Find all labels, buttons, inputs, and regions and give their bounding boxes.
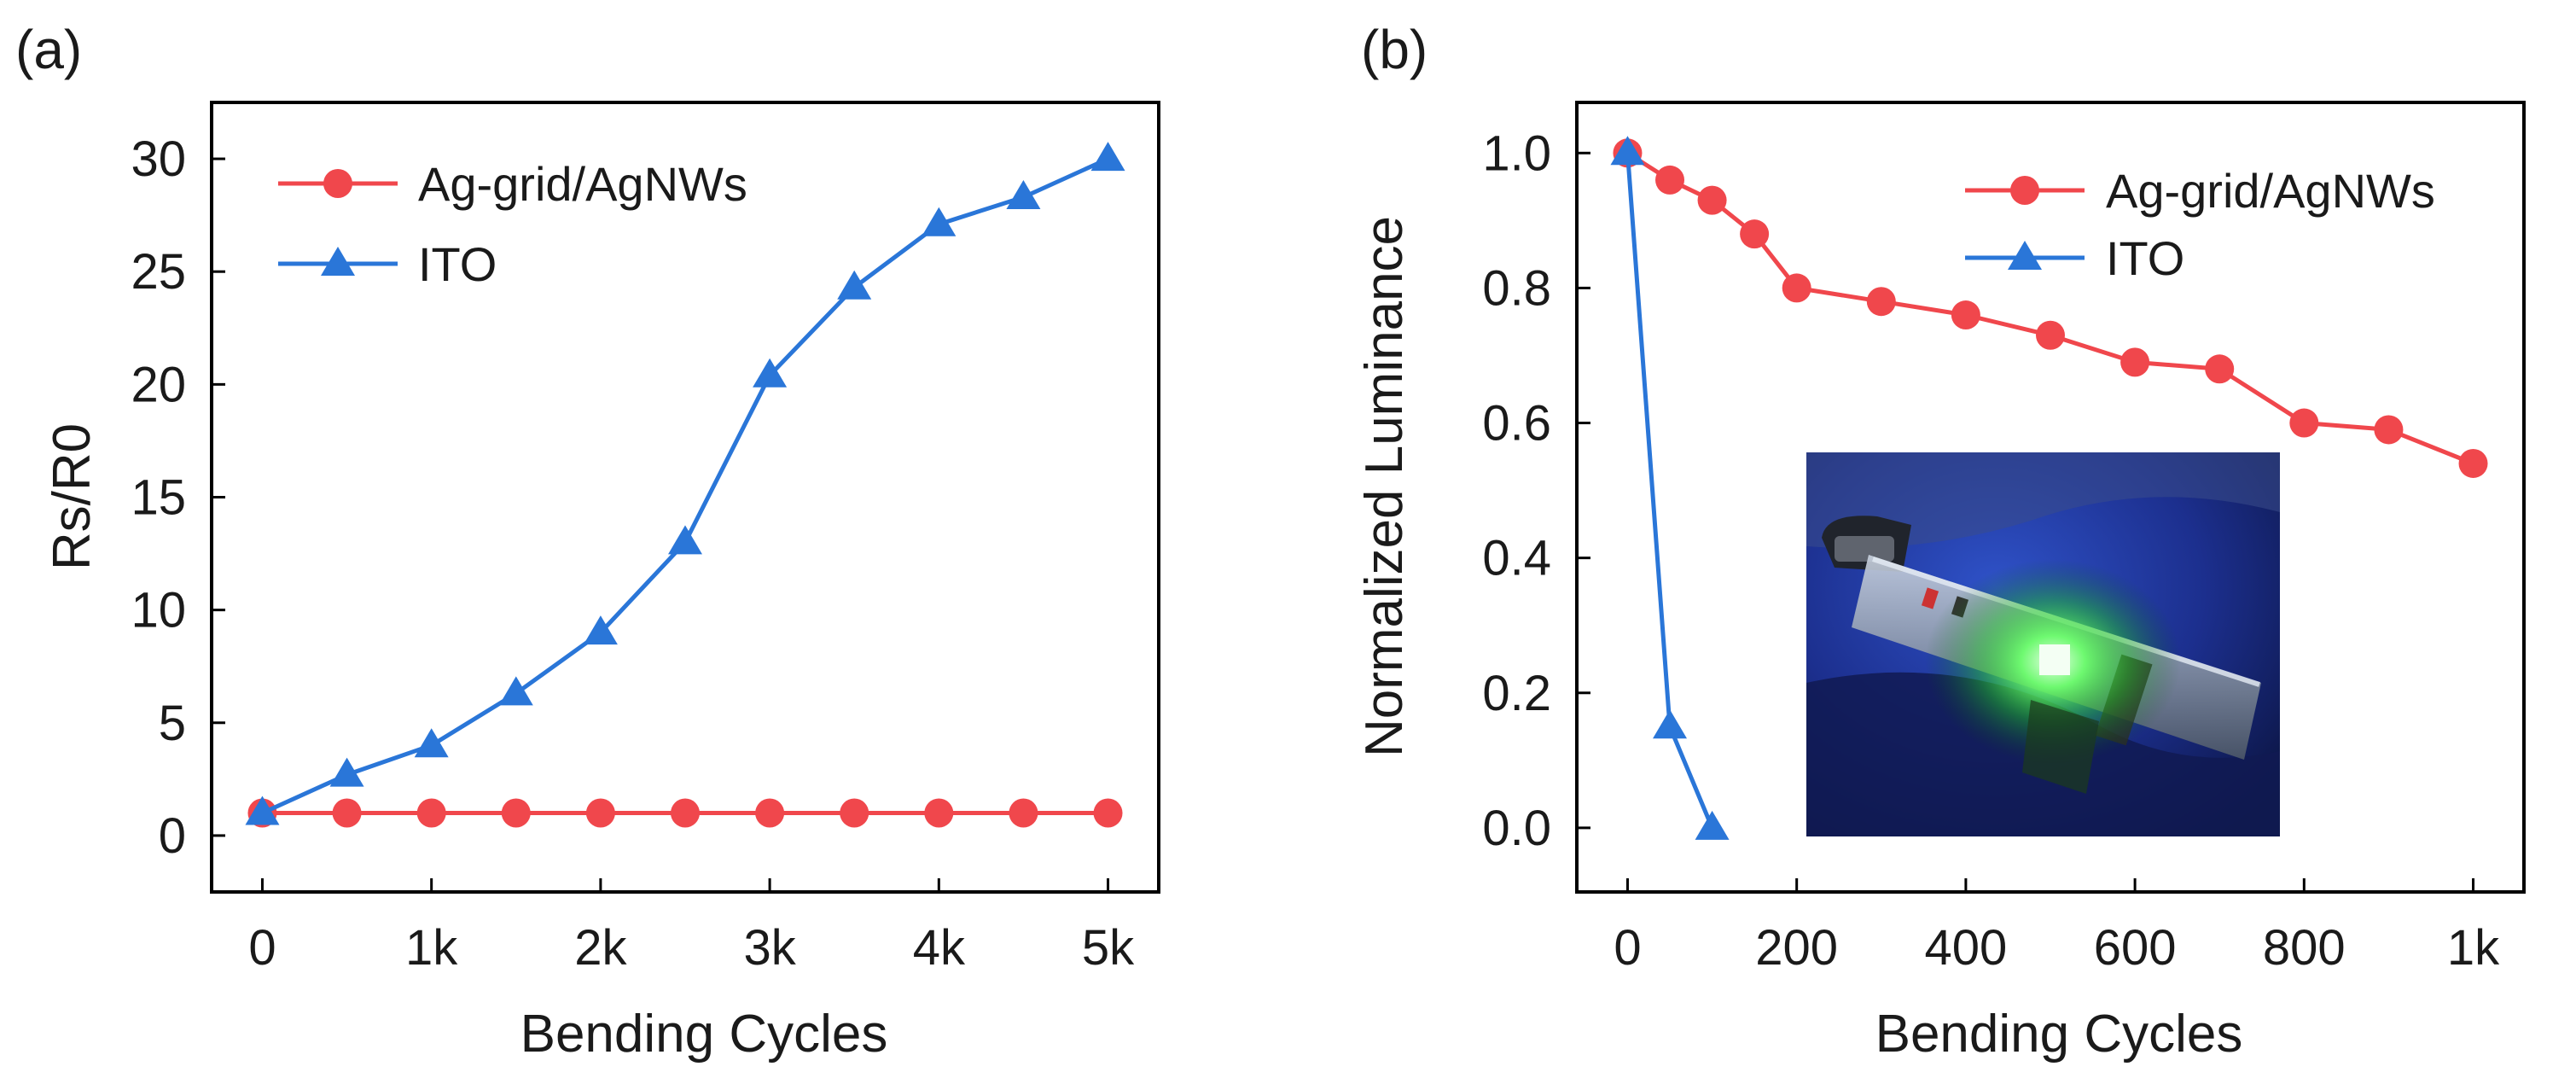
panel-b-y-axis-title: Normalized Luminance [1355, 216, 1414, 757]
data-point-ag-grid-agnws [2374, 415, 2404, 445]
x-tick-label: 0 [1614, 920, 1641, 976]
y-tick-label: 0.0 [1482, 801, 1551, 856]
panel-b-y-ticks: 0.0 0.2 0.4 0.6 0.8 1.0 [1482, 125, 1590, 856]
data-point-ag-grid-agnws [1655, 165, 1685, 195]
data-point-ito [1653, 709, 1688, 739]
panel-a-series [245, 142, 1125, 828]
data-point-ag-grid-agnws [2205, 354, 2235, 384]
data-point-ag-grid-agnws [2458, 448, 2488, 478]
data-point-ag-grid-agnws [1951, 300, 1980, 330]
data-point-ag-grid-agnws [1782, 273, 1811, 303]
x-tick-label: 400 [1925, 920, 2008, 976]
data-point-ito [668, 525, 702, 555]
data-point-ito [329, 757, 364, 787]
x-tick-label: 600 [2094, 920, 2177, 976]
x-tick-label: 800 [2263, 920, 2346, 976]
panel-a-x-axis-title: Bending Cycles [520, 1005, 888, 1064]
data-point-ag-grid-agnws [2036, 320, 2065, 350]
series-line-ito [261, 156, 1109, 815]
y-tick-label: 1.0 [1482, 125, 1551, 181]
data-point-ag-grid-agnws [585, 798, 615, 828]
x-tick-label: 3k [743, 920, 796, 976]
data-point-ag-grid-agnws [332, 798, 362, 828]
data-point-ito [583, 615, 618, 645]
data-point-ito [1610, 136, 1645, 166]
data-point-ag-grid-agnws [1093, 798, 1123, 828]
panel-a-x-ticks: 0 1k 2k 3k 4k 5k [248, 878, 1135, 976]
inset-photo-device [1806, 452, 2280, 836]
legend-marker-ag-grid [323, 169, 352, 198]
data-point-ag-grid-agnws [840, 798, 869, 828]
legend-marker-ag-grid [2010, 176, 2039, 205]
legend-marker-ito [2008, 241, 2042, 270]
panel-a-y-axis-title: Rs/R0 [43, 423, 102, 570]
panel-a-legend: Ag-grid/AgNWs ITO [278, 157, 747, 291]
data-point-ag-grid-agnws [1740, 219, 1770, 249]
panel-a: (a) 0 5 10 15 20 25 30 0 1k 2k 3k 4k 5k Bending Cyc… [15, 19, 1160, 1064]
data-point-ag-grid-agnws [2120, 347, 2150, 377]
panel-a-y-ticks: 0 5 10 15 20 25 30 [131, 131, 225, 864]
data-point-ito [1695, 810, 1730, 840]
y-tick-label: 0.2 [1482, 666, 1551, 721]
x-tick-label: 2k [574, 920, 627, 976]
data-point-ag-grid-agnws [2289, 408, 2319, 438]
panel-b: (b) [1355, 19, 2526, 1064]
x-tick-label: 1k [2447, 920, 2500, 976]
x-tick-label: 5k [1082, 920, 1135, 976]
x-tick-label: 200 [1755, 920, 1838, 976]
data-point-ag-grid-agnws [416, 798, 446, 828]
data-point-ag-grid-agnws [501, 798, 531, 828]
data-point-ito [414, 728, 449, 758]
x-tick-label: 1k [405, 920, 458, 976]
data-point-ito [922, 207, 957, 236]
panel-b-plot-frame [1575, 101, 2526, 894]
data-point-ito [837, 270, 872, 300]
data-point-ito [1006, 180, 1041, 209]
y-tick-label: 30 [131, 131, 186, 187]
data-point-ag-grid-agnws [1697, 185, 1727, 215]
data-point-ito [498, 676, 533, 706]
y-tick-label: 15 [131, 470, 186, 526]
panel-b-label: (b) [1361, 19, 1428, 80]
data-point-ag-grid-agnws [924, 798, 954, 828]
y-tick-label: 10 [131, 583, 186, 638]
y-tick-label: 5 [159, 696, 186, 751]
panel-b-x-ticks: 0 200 400 600 800 1k [1614, 878, 2500, 976]
data-point-ito [753, 358, 788, 388]
y-tick-label: 0.8 [1482, 260, 1551, 316]
legend-label-ito: ITO [418, 237, 497, 291]
y-tick-label: 25 [131, 244, 186, 300]
data-point-ag-grid-agnws [1866, 287, 1896, 317]
panel-b-x-axis-title: Bending Cycles [1875, 1005, 2243, 1064]
y-tick-label: 0 [159, 808, 186, 864]
legend-label-ito: ITO [2106, 231, 2184, 285]
inset-emitting-pixel [2039, 644, 2070, 675]
x-tick-label: 0 [248, 920, 276, 976]
data-point-ag-grid-agnws [755, 798, 785, 828]
data-point-ito [245, 796, 280, 825]
panel-b-series [1610, 136, 2488, 840]
legend-label-ag-grid: Ag-grid/AgNWs [418, 157, 747, 211]
x-tick-label: 4k [913, 920, 966, 976]
y-tick-label: 0.6 [1482, 396, 1551, 452]
legend-label-ag-grid: Ag-grid/AgNWs [2106, 164, 2435, 218]
data-point-ag-grid-agnws [1009, 798, 1038, 828]
data-point-ag-grid-agnws [671, 798, 700, 828]
data-point-ito [1090, 142, 1125, 172]
y-tick-label: 0.4 [1482, 531, 1551, 586]
y-tick-label: 20 [131, 357, 186, 412]
panel-b-legend: Ag-grid/AgNWs ITO [1965, 164, 2435, 285]
legend-marker-ito [321, 247, 355, 276]
panel-a-label: (a) [15, 19, 82, 80]
